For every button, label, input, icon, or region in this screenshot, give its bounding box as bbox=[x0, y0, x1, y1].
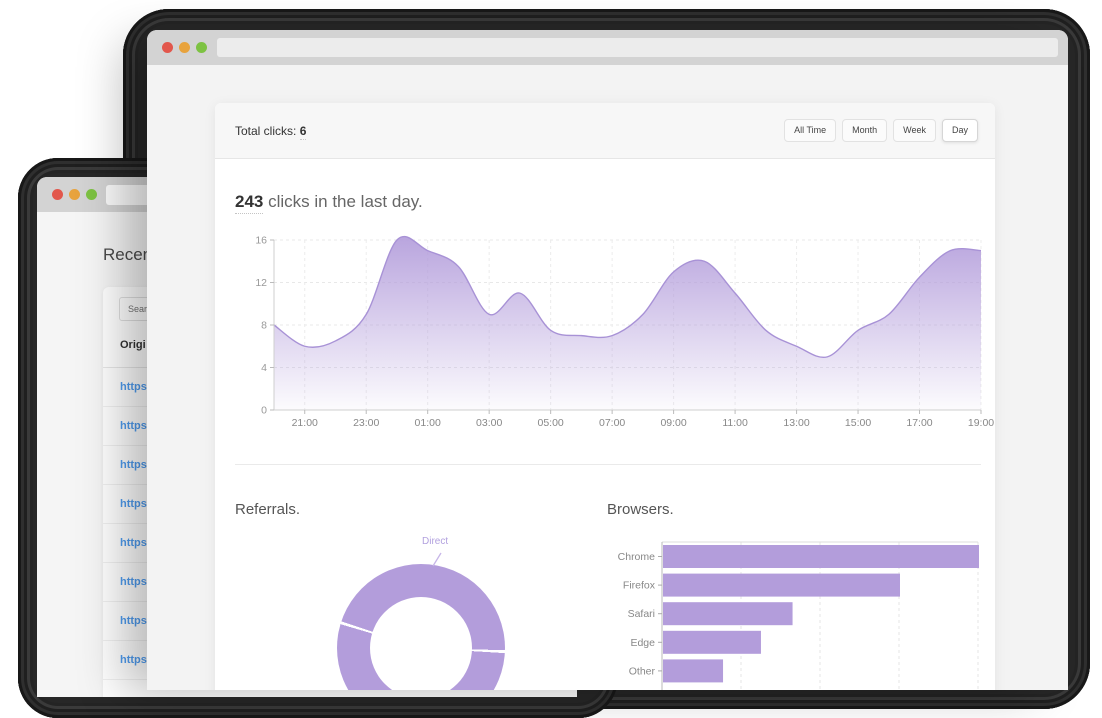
svg-text:Safari: Safari bbox=[628, 608, 655, 620]
front-browser-window: Total clicks: 6 All Time Month Week Day 243… bbox=[147, 30, 1068, 690]
front-browser-titlebar bbox=[147, 30, 1068, 65]
browsers-section-title: Browsers. bbox=[607, 501, 674, 518]
filter-button-day[interactable]: Day bbox=[941, 119, 978, 142]
back-traffic-lights bbox=[52, 189, 97, 200]
origin-link[interactable]: https: bbox=[120, 654, 151, 666]
card-header: Total clicks: 6 All Time Month Week Day bbox=[215, 103, 995, 159]
maximize-button[interactable] bbox=[196, 42, 207, 53]
url-bar[interactable] bbox=[217, 38, 1058, 57]
svg-text:Edge: Edge bbox=[630, 637, 655, 649]
svg-text:19:00: 19:00 bbox=[968, 417, 994, 429]
svg-text:07:00: 07:00 bbox=[599, 417, 625, 429]
maximize-button[interactable] bbox=[86, 189, 97, 200]
svg-text:Firefox: Firefox bbox=[623, 580, 656, 592]
filter-button-month[interactable]: Month bbox=[842, 119, 888, 142]
svg-text:09:00: 09:00 bbox=[660, 417, 686, 429]
table-column-header: Origi bbox=[120, 339, 146, 351]
close-button[interactable] bbox=[162, 42, 173, 53]
total-clicks-label: Total clicks: 6 bbox=[235, 123, 307, 140]
clicks-count: 243 bbox=[235, 192, 264, 214]
svg-text:11:00: 11:00 bbox=[722, 417, 748, 429]
donut-hole bbox=[370, 597, 472, 690]
origin-link[interactable]: https: bbox=[120, 615, 151, 627]
svg-text:23:00: 23:00 bbox=[353, 417, 379, 429]
svg-text:05:00: 05:00 bbox=[538, 417, 564, 429]
svg-text:15:00: 15:00 bbox=[845, 417, 871, 429]
minimize-button[interactable] bbox=[69, 189, 80, 200]
clicks-headline: 243 clicks in the last day. bbox=[235, 192, 423, 214]
svg-text:12: 12 bbox=[255, 277, 267, 289]
clicks-headline-text: clicks in the last day. bbox=[263, 192, 423, 211]
total-clicks-value: 6 bbox=[299, 123, 307, 140]
filter-button-all-time[interactable]: All Time bbox=[784, 119, 837, 142]
total-clicks-text: Total clicks: bbox=[235, 123, 297, 138]
origin-link[interactable]: https: bbox=[120, 381, 151, 393]
donut-label-leader-line bbox=[432, 552, 442, 567]
svg-text:8: 8 bbox=[261, 320, 267, 332]
svg-text:01:00: 01:00 bbox=[415, 417, 441, 429]
referrals-section-title: Referrals. bbox=[235, 501, 301, 518]
analytics-card: Total clicks: 6 All Time Month Week Day 243… bbox=[215, 103, 995, 690]
svg-text:0: 0 bbox=[261, 405, 267, 417]
svg-text:03:00: 03:00 bbox=[476, 417, 502, 429]
clicks-area-chart: 0 4 8 12 16 21:00 23:00 01:00 03:00 05:00 07:00 09:… bbox=[255, 235, 994, 430]
front-traffic-lights bbox=[162, 42, 207, 53]
close-button[interactable] bbox=[52, 189, 63, 200]
svg-text:21:00: 21:00 bbox=[292, 417, 318, 429]
back-page-title: Recen bbox=[103, 245, 153, 264]
svg-text:17:00: 17:00 bbox=[906, 417, 932, 429]
minimize-button[interactable] bbox=[179, 42, 190, 53]
origin-link[interactable]: https: bbox=[120, 537, 151, 549]
donut-slice-label: Direct bbox=[422, 536, 449, 547]
filter-button-week[interactable]: Week bbox=[893, 119, 936, 142]
origin-link[interactable]: https: bbox=[120, 498, 151, 510]
origin-link[interactable]: https: bbox=[120, 459, 151, 471]
section-divider bbox=[235, 464, 981, 465]
browsers-bar-chart: Chrome Firefox Safari Edge Other bbox=[618, 541, 979, 690]
svg-text:13:00: 13:00 bbox=[783, 417, 809, 429]
svg-text:Chrome: Chrome bbox=[618, 551, 656, 563]
svg-text:16: 16 bbox=[255, 235, 267, 247]
time-filter-group: All Time Month Week Day bbox=[784, 119, 978, 142]
svg-text:4: 4 bbox=[261, 362, 267, 374]
origin-link[interactable]: https: bbox=[120, 576, 151, 588]
svg-text:Other: Other bbox=[629, 665, 656, 677]
origin-link[interactable]: https: bbox=[120, 420, 151, 432]
